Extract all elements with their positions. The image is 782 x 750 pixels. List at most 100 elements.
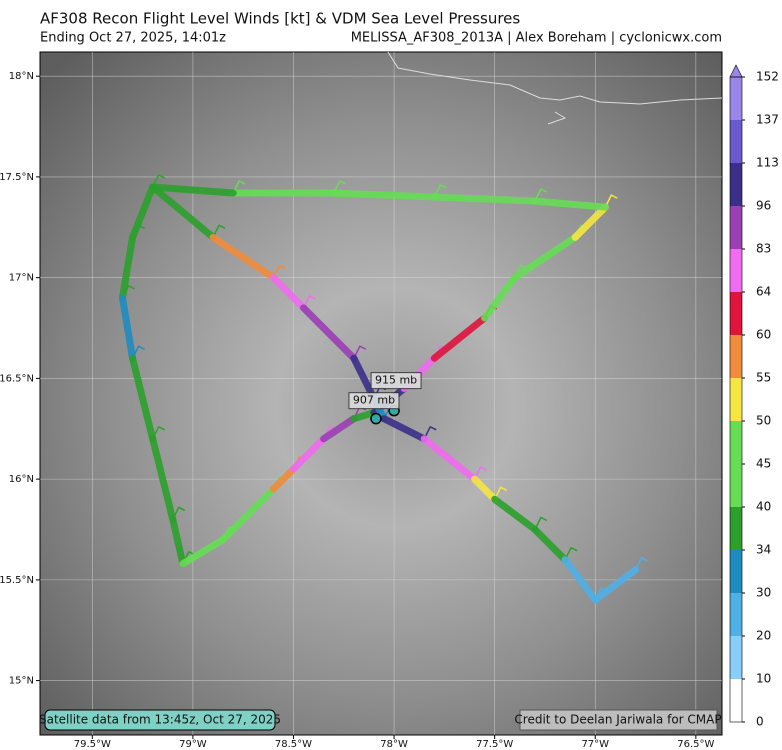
y-tick-label: 17.5°N [0,172,34,183]
chart-title: AF308 Recon Flight Level Winds [kt] & VD… [40,10,520,28]
colorbar-segment [730,77,742,120]
track-segment [471,475,499,503]
track-segment [289,435,328,473]
wind-barb [302,294,316,309]
track-segment [491,495,539,533]
colorbar-segment [730,679,742,722]
y-tick-label: 16.5°N [0,373,34,384]
track: 915 mb 907 mb [118,173,648,604]
track-segment [149,183,217,241]
colorbar-segment [730,636,742,679]
y-tick-label: 17°N [9,273,34,284]
x-tick-label: 77.5°W [476,739,513,750]
track-segment [511,233,579,282]
wind-barb [564,546,578,561]
colorbar-segment [730,335,742,378]
wind-barb [604,194,618,208]
wind-barb [634,556,648,571]
track-segment [118,294,137,362]
wind-barb [333,180,347,194]
y-tick-label: 18°N [9,71,34,82]
wind-barb [131,345,145,359]
colorbar-label: 45 [756,457,771,471]
track-segment [269,465,297,493]
vdm-label: 907 mb [353,394,395,407]
x-tick-label: 78.5°W [275,739,312,750]
x-tick-label: 79.5°W [74,739,111,750]
track-segment [350,409,378,423]
track-segment [209,233,277,282]
wind-barb [131,224,145,238]
track-segment [561,556,599,604]
colorbar-label: 113 [756,156,779,170]
track-segment [350,354,378,403]
wind-barb [534,188,548,202]
satellite-note: Satellite data from 13:45z, Oct 27, 2025 [39,713,281,727]
wind-barb [473,466,487,480]
wind-barb [121,284,135,299]
track-segment [169,515,187,568]
wind-barb [151,425,165,440]
coastline [547,111,567,125]
colorbar-label: 40 [756,500,771,514]
colorbar-segment [730,464,742,507]
track-segment [430,314,489,362]
colorbar-label: 64 [756,285,771,299]
wind-barb [433,184,447,198]
track-segment [149,183,237,197]
track-segment [591,566,639,604]
colorbar-label: 60 [756,328,771,342]
colorbar-segment [730,421,742,464]
track-segment [481,274,519,322]
colorbar: 0 10 20 30 34 40 45 50 55 60 64 83 96 113 137 152 [729,64,779,729]
track-segment [430,193,539,205]
y-tick-label: 15.5°N [0,575,34,586]
wind-barb [272,264,286,278]
wind-barb [534,516,548,530]
vdm-label-box [348,392,400,410]
wind-barb [151,173,165,188]
colorbar-label: 55 [756,371,771,385]
x-tick-label: 79°W [179,739,207,750]
colorbar-label: 34 [756,543,771,557]
subtitle: Ending Oct 27, 2025, 14:01z [40,31,226,46]
vdm-label-box [370,372,422,390]
colorbar-label: 10 [756,672,771,686]
colorbar-segment [730,550,742,593]
wind-barb [172,506,186,520]
source: MELISSA_AF308_2013A | Alex Boreham | cyc… [351,31,722,46]
track-segment [320,415,358,443]
y-tick-label: 15°N [9,676,34,687]
x-tick-label: 77°W [581,739,609,750]
colorbar-segment [730,378,742,421]
track-segment [380,415,428,443]
credit: Credit to Deelan Jariwala for CMAP [514,713,721,727]
grid [40,52,722,735]
note-box [44,709,276,731]
track-segment [179,536,227,568]
colorbar-label: 20 [756,629,771,643]
track-segment [420,435,479,483]
wind-barb [353,345,367,359]
track-segment [269,274,308,312]
wind-barb [232,180,246,194]
colorbar-segment [730,163,742,206]
colorbar-label: 152 [756,70,779,84]
credit-box [519,709,718,731]
coastline [387,51,723,105]
track-segment [531,525,569,564]
track-segment [129,354,157,443]
colorbar-segment [730,593,742,636]
x-tick-label: 78°W [380,739,408,750]
colorbar-label: 0 [756,715,764,729]
wind-barb [423,425,437,440]
wind-barb [493,486,508,500]
colorbar-segment [730,206,742,249]
colorbar-label: 30 [756,586,771,600]
colorbar-label: 137 [756,113,779,127]
vdm-label: 915 mb [375,374,417,387]
track-segment [129,183,157,241]
y-tick-label: 16°N [9,474,34,485]
colorbar-extend [729,64,743,78]
